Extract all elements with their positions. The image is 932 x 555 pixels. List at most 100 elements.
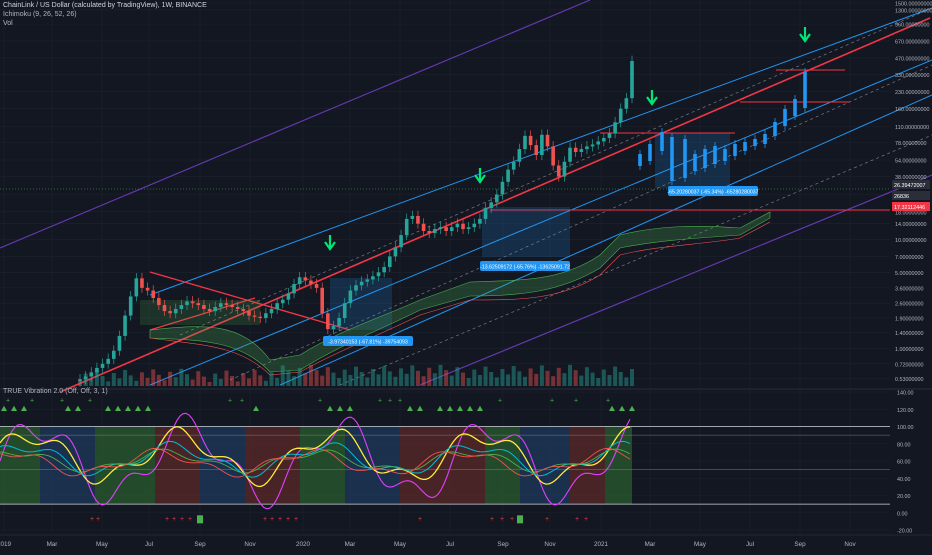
candle-body [630, 60, 634, 99]
volume-bar [370, 369, 375, 386]
candle-body [585, 146, 589, 150]
time-tick-label: Sep [497, 541, 509, 548]
buy-signal-marker [105, 405, 111, 411]
price-badge-text: 17.32112446 [894, 205, 925, 211]
volume-bar [106, 381, 111, 386]
candle-body [297, 277, 302, 285]
volume-bar [477, 375, 482, 386]
candle-body [258, 316, 263, 319]
bottom-signal-marker [517, 515, 523, 524]
candle-body [523, 135, 527, 150]
candle-body [743, 142, 747, 151]
buy-signal-marker [347, 405, 353, 411]
osc-line-red [0, 447, 631, 478]
candle-body [280, 299, 285, 304]
candle-body [461, 223, 465, 230]
candle-body [190, 301, 195, 304]
osc-tick-label: 80.00 [897, 442, 911, 448]
candle-body [648, 144, 652, 161]
buy-signal-marker [21, 405, 27, 411]
buy-signal-marker [253, 405, 259, 411]
osc-tick-label: 100.00 [897, 425, 914, 431]
volume-bar [500, 369, 505, 386]
candle-body [89, 372, 94, 377]
volume-bar [455, 367, 460, 386]
plus-signal-green: + [388, 398, 392, 405]
buy-signal-marker [467, 405, 473, 411]
candle-body [803, 72, 807, 108]
plus-signal-red: + [96, 516, 100, 523]
candle-body [607, 133, 612, 139]
plus-signal-green: + [550, 398, 554, 405]
ichimoku-cloud [149, 211, 771, 373]
buy-signal-marker [437, 405, 443, 411]
candle-body [551, 146, 555, 166]
candle-body [556, 165, 561, 177]
candle-body [326, 313, 330, 330]
candle-body [292, 284, 296, 294]
inner-upper-channel [149, 59, 932, 386]
candle-body [382, 266, 386, 273]
osc-band [155, 426, 200, 505]
candle-body [421, 223, 426, 231]
candle-body [247, 311, 251, 316]
plus-signal-red: + [490, 516, 494, 523]
candle-body [111, 350, 116, 359]
volume-bar [584, 367, 589, 386]
volume-bar [399, 368, 404, 386]
osc-tick-label: 60.00 [897, 460, 911, 466]
candle-body [162, 305, 167, 312]
volume-bar [275, 377, 280, 386]
candle-body [590, 144, 595, 147]
down-arrow-head [474, 174, 486, 184]
candle-body [489, 202, 493, 209]
buy-signal-marker [457, 405, 463, 411]
buy-signal-marker [619, 405, 625, 411]
buy-signal-marker [115, 405, 121, 411]
candle-body [337, 318, 341, 327]
candle-body [342, 303, 347, 319]
volume-bar [162, 380, 167, 386]
volume-bar [308, 364, 313, 386]
osc-line-cyan [0, 440, 631, 478]
candle-body [123, 315, 127, 336]
time-tick-label: Nov [844, 541, 856, 548]
candle-body [179, 305, 184, 309]
measure-rect-3 [655, 133, 730, 188]
volume-bar [466, 378, 471, 386]
volume-bar [568, 364, 573, 386]
time-tick-label: 2020 [296, 541, 311, 548]
volume-bar [241, 373, 246, 386]
plus-signal-green: + [574, 398, 578, 405]
candle-body [534, 145, 539, 156]
osc-band [0, 426, 40, 505]
candle-body [793, 99, 797, 116]
candle-body [506, 169, 510, 182]
candle-body [83, 376, 88, 380]
candle-body [713, 146, 717, 164]
volume-bar [128, 375, 133, 386]
volume-bar [280, 365, 285, 386]
osc-band [300, 426, 345, 505]
buy-signal-marker [337, 405, 343, 411]
osc-tick-label: 120.00 [897, 408, 914, 414]
time-tick-label: Mar [645, 541, 656, 548]
volume-bar [331, 372, 336, 386]
volume-bar [596, 378, 601, 386]
plus-signal-green: + [498, 398, 502, 405]
time-tick-label: Sep [194, 541, 206, 548]
buy-signal-marker [609, 405, 615, 411]
candle-body [235, 306, 240, 309]
candle-body [596, 141, 601, 145]
down-arrow-head [799, 33, 811, 43]
candle-body [275, 303, 279, 309]
price-badge [892, 191, 930, 200]
price-tick-label: 670.00000000 [895, 40, 929, 46]
volume-bar [246, 378, 251, 386]
volume-bar [224, 370, 229, 386]
candle-body [241, 308, 246, 312]
price-tick-label: 5.00000000 [895, 271, 923, 277]
volume-bar [123, 370, 128, 386]
buy-signal-marker [417, 405, 423, 411]
